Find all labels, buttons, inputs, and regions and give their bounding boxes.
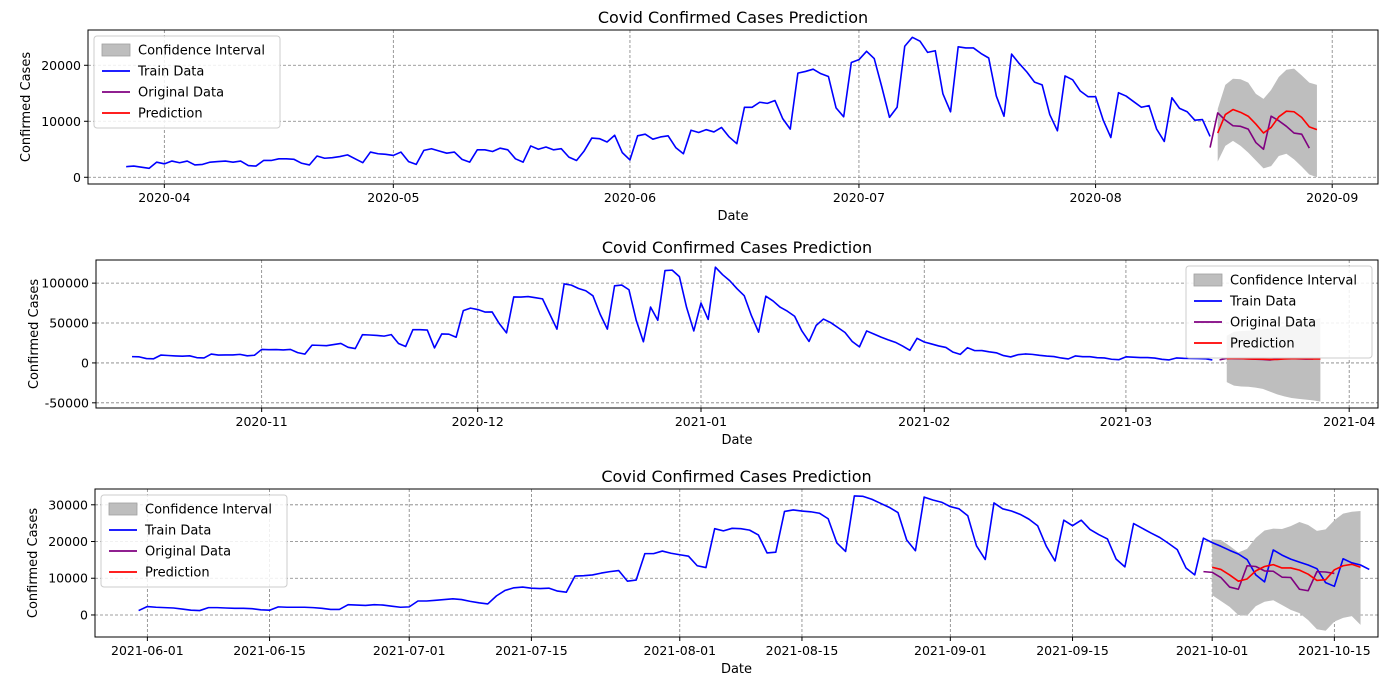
axes-frame xyxy=(95,259,1379,409)
y-tick-label: 100000 xyxy=(41,276,89,291)
legend-entry-original-data: Original Data xyxy=(102,86,224,101)
train-data-line xyxy=(131,266,1213,361)
x-tick-label: 2021-06-01 xyxy=(111,643,184,658)
x-tick-label: 2020-09 xyxy=(1306,190,1358,205)
y-axis-label: Confirmed Cases xyxy=(19,52,34,162)
axes-frame xyxy=(87,29,1379,185)
y-tick-label: 0 xyxy=(80,607,88,622)
plot-area xyxy=(126,36,1318,178)
legend-entry-prediction: Prediction xyxy=(109,566,210,581)
x-tick-label: 2021-10-15 xyxy=(1298,643,1371,658)
original-data-line xyxy=(1209,112,1311,151)
legend-entry-train-data: Train Data xyxy=(109,524,211,539)
legend-label: Confidence Interval xyxy=(138,44,265,59)
x-tick-label: 2021-04 xyxy=(1323,414,1375,429)
x-tick-label: 2020-06 xyxy=(604,190,656,205)
y-tick-label: 10000 xyxy=(48,571,88,586)
legend-entry-confidence-interval: Confidence Interval xyxy=(1193,273,1357,289)
x-tick-label: 2021-08-15 xyxy=(766,643,839,658)
x-tick-label: 2021-03 xyxy=(1100,414,1152,429)
x-tick-label: 2020-11 xyxy=(236,414,288,429)
legend-entry-confidence-interval: Confidence Interval xyxy=(108,502,272,518)
confidence-interval-band xyxy=(1217,68,1317,178)
legend-entry-original-data: Original Data xyxy=(109,545,231,560)
legend-label: Prediction xyxy=(145,566,210,581)
legend-box xyxy=(100,494,288,588)
chart-title: Covid Confirmed Cases Prediction xyxy=(598,8,868,27)
legend-entry-prediction: Prediction xyxy=(1194,337,1295,352)
x-tick-label: 2021-01 xyxy=(675,414,727,429)
legend-entry-confidence-interval: Confidence Interval xyxy=(101,43,265,59)
subplot-3: Covid Confirmed Cases Prediction Date Conf… xyxy=(26,467,1379,677)
x-tick-label: 2020-08 xyxy=(1069,190,1121,205)
y-axis-label: Confirmed Cases xyxy=(27,279,42,389)
y-tick-label: 0 xyxy=(81,355,89,370)
legend: Confidence Interval Train Data Original Da… xyxy=(93,35,281,129)
legend-label: Confidence Interval xyxy=(145,503,272,518)
legend-label: Prediction xyxy=(1230,337,1295,352)
subplot-2: Covid Confirmed Cases Prediction Date Conf… xyxy=(27,238,1379,448)
x-tick-label: 2021-07-15 xyxy=(495,643,568,658)
chart-title: Covid Confirmed Cases Prediction xyxy=(601,467,871,486)
x-tick-label: 2021-02 xyxy=(898,414,950,429)
legend-label: Train Data xyxy=(1229,295,1296,310)
y-tick-label: 50000 xyxy=(49,316,89,331)
original-data-line xyxy=(1203,564,1335,592)
legend-swatch xyxy=(101,43,131,57)
x-tick-label: 2020-05 xyxy=(367,190,419,205)
y-tick-label: 30000 xyxy=(48,497,88,512)
legend: Confidence Interval Train Data Original Da… xyxy=(1185,265,1373,359)
axes-frame xyxy=(94,488,1379,638)
x-axis-label: Date xyxy=(721,433,752,448)
legend-swatch xyxy=(1193,273,1223,287)
x-tick-label: 2021-10-01 xyxy=(1176,643,1249,658)
y-tick-label: 10000 xyxy=(41,114,81,129)
legend-swatch xyxy=(108,502,138,516)
legend-entry-train-data: Train Data xyxy=(1194,295,1296,310)
x-axis-label: Date xyxy=(721,662,752,677)
prediction-line xyxy=(1226,357,1321,361)
y-tick-label: -50000 xyxy=(45,395,89,410)
x-tick-label: 2021-09-01 xyxy=(914,643,987,658)
prediction-line xyxy=(1216,108,1318,134)
legend-label: Original Data xyxy=(145,545,231,560)
subplot-1: Covid Confirmed Cases Prediction Date Conf… xyxy=(19,8,1379,224)
legend-label: Confidence Interval xyxy=(1230,274,1357,289)
x-tick-label: 2020-07 xyxy=(833,190,885,205)
legend-box xyxy=(93,35,281,129)
legend-label: Train Data xyxy=(137,65,204,80)
prediction-line xyxy=(1211,563,1361,582)
y-tick-label: 20000 xyxy=(48,534,88,549)
y-tick-label: 20000 xyxy=(41,58,81,73)
x-tick-label: 2020-04 xyxy=(138,190,190,205)
y-axis-label: Confirmed Cases xyxy=(26,508,41,618)
plot-area xyxy=(138,495,1370,631)
legend-entry-prediction: Prediction xyxy=(102,107,203,122)
x-axis-label: Date xyxy=(717,209,748,224)
train-data-line xyxy=(126,36,1211,170)
train-data-line xyxy=(138,495,1370,612)
legend-entry-train-data: Train Data xyxy=(102,65,204,80)
legend-label: Original Data xyxy=(138,86,224,101)
x-tick-label: 2020-12 xyxy=(452,414,504,429)
chart-title: Covid Confirmed Cases Prediction xyxy=(602,238,872,257)
legend-label: Train Data xyxy=(144,524,211,539)
x-tick-label: 2021-06-15 xyxy=(233,643,306,658)
y-tick-label: 0 xyxy=(73,170,81,185)
x-tick-label: 2021-07-01 xyxy=(373,643,446,658)
legend-label: Prediction xyxy=(138,107,203,122)
legend-box xyxy=(1185,265,1373,359)
confidence-interval-band xyxy=(1212,511,1361,631)
legend-entry-original-data: Original Data xyxy=(1194,316,1316,331)
legend-label: Original Data xyxy=(1230,316,1316,331)
x-tick-label: 2021-09-15 xyxy=(1036,643,1109,658)
legend: Confidence Interval Train Data Original Da… xyxy=(100,494,288,588)
plot-area xyxy=(131,266,1321,402)
x-tick-label: 2021-08-01 xyxy=(643,643,716,658)
